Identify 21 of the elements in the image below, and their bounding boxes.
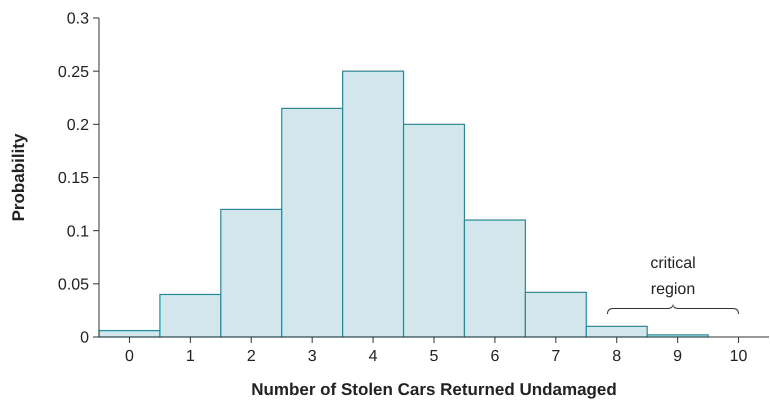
x-tick-label: 5 [430,348,439,365]
y-tick-label: 0.25 [58,64,90,81]
y-tick-label: 0.3 [66,10,90,28]
y-tick-label: 0.15 [58,170,90,188]
y-axis-title: Probability [9,133,28,222]
x-tick-label: 4 [368,348,378,365]
y-tick-label: 0.1 [66,223,90,240]
x-tick-label: 0 [125,348,134,365]
x-tick-label: 3 [308,348,317,365]
x-tick-label: 10 [730,348,748,365]
y-tick-label: 0 [80,330,90,347]
x-tick-label: 1 [186,348,195,365]
y-tick-label: 0.05 [58,276,90,294]
annotation: critical region [650,255,696,298]
y-tick-label: 0.2 [66,116,90,134]
x-tick-label: 9 [673,348,682,365]
x-tick-label: 8 [612,348,622,365]
x-axis-title: Number of Stolen Cars Returned Undamaged [251,380,617,399]
x-tick-label: 2 [246,348,256,365]
x-tick-label: 7 [551,348,560,365]
x-tick-label: 6 [490,348,500,365]
